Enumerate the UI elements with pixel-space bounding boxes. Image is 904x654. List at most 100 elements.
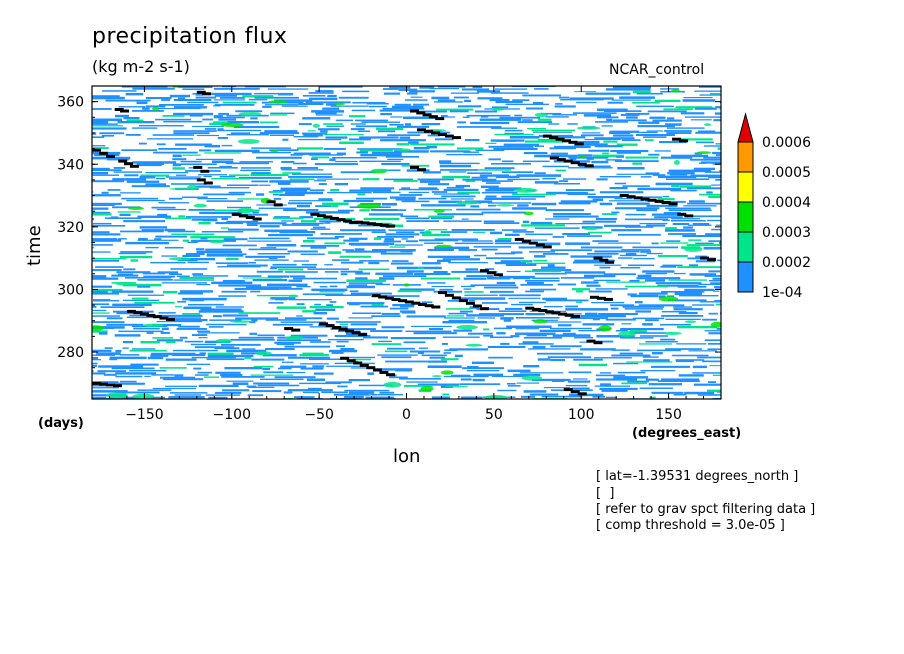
- field-streak: [443, 188, 479, 191]
- field-streak: [111, 290, 154, 293]
- field-streak: [352, 101, 386, 104]
- field-streak: [92, 326, 125, 329]
- field-streak: [383, 178, 413, 181]
- field-streak: [384, 238, 394, 241]
- field-streak: [621, 323, 632, 325]
- field-streak: [619, 254, 647, 257]
- field-streak: [286, 371, 306, 374]
- field-streak: [651, 213, 686, 216]
- field-streak: [92, 136, 105, 138]
- field-streak: [92, 258, 127, 260]
- field-streak: [139, 175, 156, 179]
- field-streak: [528, 348, 571, 350]
- field-streak: [379, 277, 395, 280]
- field-streak: [303, 240, 315, 243]
- field-streak: [218, 112, 229, 115]
- field-streak: [484, 286, 519, 289]
- field-streak: [191, 218, 218, 221]
- field-streak: [191, 356, 236, 359]
- field-streak: [97, 370, 126, 373]
- field-streak: [430, 150, 471, 153]
- field-streak: [362, 336, 388, 339]
- field-streak: [421, 123, 441, 126]
- feature-dash: [359, 363, 369, 367]
- field-streak: [137, 285, 151, 288]
- field-streak: [156, 314, 203, 317]
- field-streak: [217, 128, 224, 131]
- field-streak: [428, 328, 443, 331]
- field-streak: [625, 226, 654, 228]
- field-streak: [269, 134, 295, 136]
- field-streak: [670, 173, 688, 176]
- field-streak: [126, 199, 165, 202]
- feature-dash: [124, 162, 133, 166]
- field-streak: [421, 204, 466, 207]
- field-streak: [230, 132, 250, 135]
- field-streak: [92, 290, 108, 294]
- field-streak: [348, 317, 373, 319]
- field-streak: [677, 266, 721, 269]
- field-patch: [115, 281, 135, 286]
- field-streak: [145, 246, 159, 249]
- field-streak: [92, 315, 121, 317]
- field-streak: [675, 106, 713, 109]
- field-streak: [555, 103, 563, 105]
- field-streak: [96, 352, 121, 355]
- field-streak: [405, 123, 412, 126]
- field-streak: [526, 262, 566, 264]
- field-streak: [461, 285, 475, 288]
- field-streak: [448, 319, 475, 323]
- field-streak: [213, 99, 245, 101]
- field-streak: [222, 244, 257, 247]
- field-streak: [459, 310, 473, 313]
- field-streak: [632, 246, 679, 249]
- field-streak: [605, 88, 651, 91]
- field-streak: [490, 336, 513, 339]
- field-streak: [662, 219, 670, 221]
- field-streak: [481, 211, 527, 214]
- field-streak: [427, 360, 447, 363]
- field-streak: [533, 131, 572, 133]
- field-streak: [371, 343, 402, 345]
- field-streak: [534, 154, 578, 158]
- field-streak: [708, 270, 721, 273]
- field-streak: [207, 167, 238, 169]
- field-streak: [215, 222, 244, 225]
- field-streak: [246, 385, 257, 388]
- field-streak: [105, 99, 151, 102]
- field-streak: [683, 205, 717, 207]
- field-streak: [326, 125, 344, 127]
- field-streak: [403, 385, 433, 387]
- field-streak: [330, 189, 340, 192]
- field-streak: [172, 353, 206, 357]
- field-streak: [565, 242, 590, 245]
- x-tick-label: 50: [485, 407, 503, 423]
- field-streak: [560, 200, 598, 203]
- field-streak: [204, 152, 242, 154]
- field-streak: [150, 354, 169, 357]
- field-streak: [221, 343, 261, 346]
- feature-dash: [114, 108, 124, 111]
- field-streak: [385, 233, 420, 236]
- field-streak: [371, 304, 384, 306]
- field-streak: [253, 365, 274, 368]
- field-streak: [399, 188, 440, 191]
- field-streak: [614, 160, 659, 163]
- field-streak: [586, 284, 601, 287]
- field-streak: [582, 220, 617, 223]
- field-streak: [658, 295, 666, 298]
- field-streak: [297, 167, 319, 169]
- field-streak: [384, 350, 408, 353]
- field-streak: [563, 178, 587, 180]
- field-streak: [595, 288, 628, 290]
- field-streak: [105, 217, 142, 219]
- field-streak: [180, 258, 216, 261]
- field-streak: [596, 178, 608, 181]
- feature-dash: [574, 142, 584, 146]
- field-streak: [344, 389, 390, 392]
- field-streak: [468, 332, 493, 335]
- field-streak: [185, 253, 205, 255]
- field-streak: [466, 314, 504, 317]
- field-streak: [685, 116, 721, 118]
- field-streak: [352, 312, 381, 314]
